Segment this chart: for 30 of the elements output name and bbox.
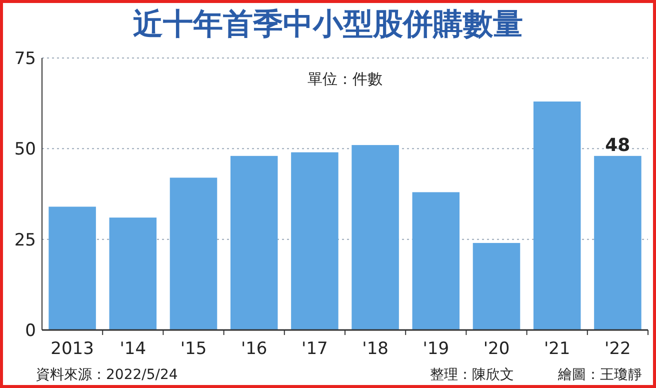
bar: [533, 102, 581, 330]
bar: [472, 242, 520, 330]
data-label: 48: [605, 134, 630, 156]
x-tick-label: 2013: [50, 339, 94, 359]
x-tick-label: '16: [240, 339, 268, 359]
bar: [594, 156, 642, 330]
x-tick-label: '17: [302, 339, 328, 359]
chart-title: 近十年首季中小型股併購數量: [133, 7, 523, 42]
x-tick-label: '15: [180, 339, 207, 359]
y-tick-label: 75: [14, 49, 36, 69]
bar: [352, 145, 399, 330]
x-tick-label: '22: [604, 339, 631, 359]
bar: [48, 206, 96, 330]
x-tick-label: '18: [362, 339, 388, 359]
bar: [412, 192, 460, 330]
x-tick-label: '19: [422, 339, 450, 359]
bar: [170, 178, 218, 330]
source-note: 資料來源：2022/5/24: [36, 367, 178, 383]
text: 繪圖：王瓊靜: [557, 367, 642, 383]
x-tick-label: '20: [483, 339, 510, 359]
y-tick-label: 50: [14, 140, 36, 160]
bar: [230, 156, 278, 330]
y-tick-label: 0: [25, 321, 36, 341]
x-tick-label: '14: [120, 339, 146, 359]
y-tick-label: 25: [14, 230, 36, 250]
text: 整理：陳欣文: [430, 367, 514, 383]
x-tick-label: '21: [544, 339, 570, 359]
annotation: 單位：件數: [308, 70, 382, 88]
bar: [291, 152, 338, 330]
bar: [109, 218, 157, 330]
